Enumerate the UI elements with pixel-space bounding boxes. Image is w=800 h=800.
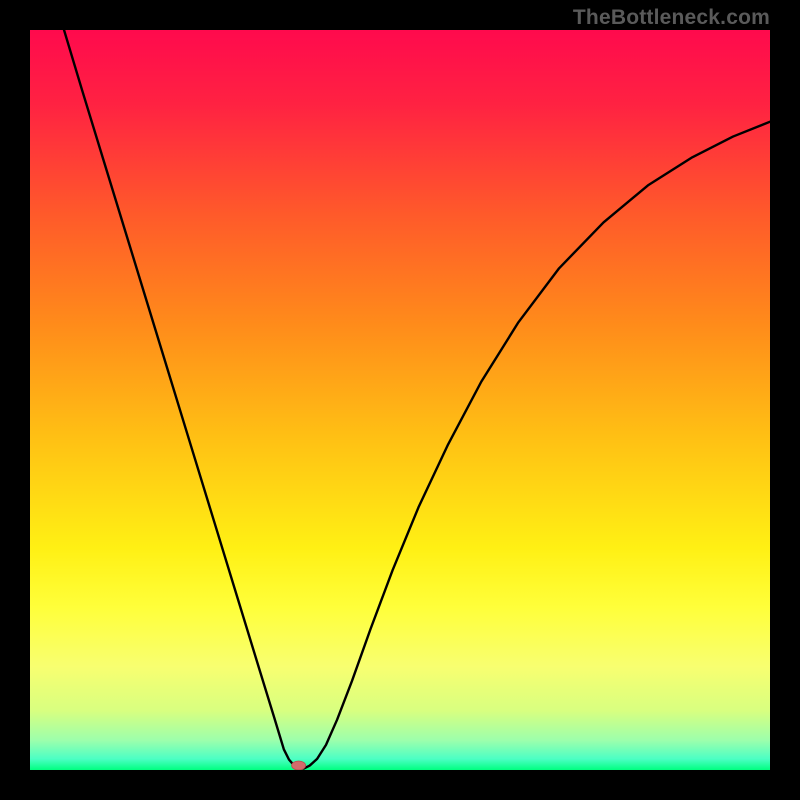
gradient-background (30, 30, 770, 770)
bottleneck-curve-chart (30, 30, 770, 770)
chart-frame: TheBottleneck.com (0, 0, 800, 800)
plot-area (30, 30, 770, 770)
watermark-text: TheBottleneck.com (573, 6, 770, 30)
minimum-marker (292, 761, 306, 770)
